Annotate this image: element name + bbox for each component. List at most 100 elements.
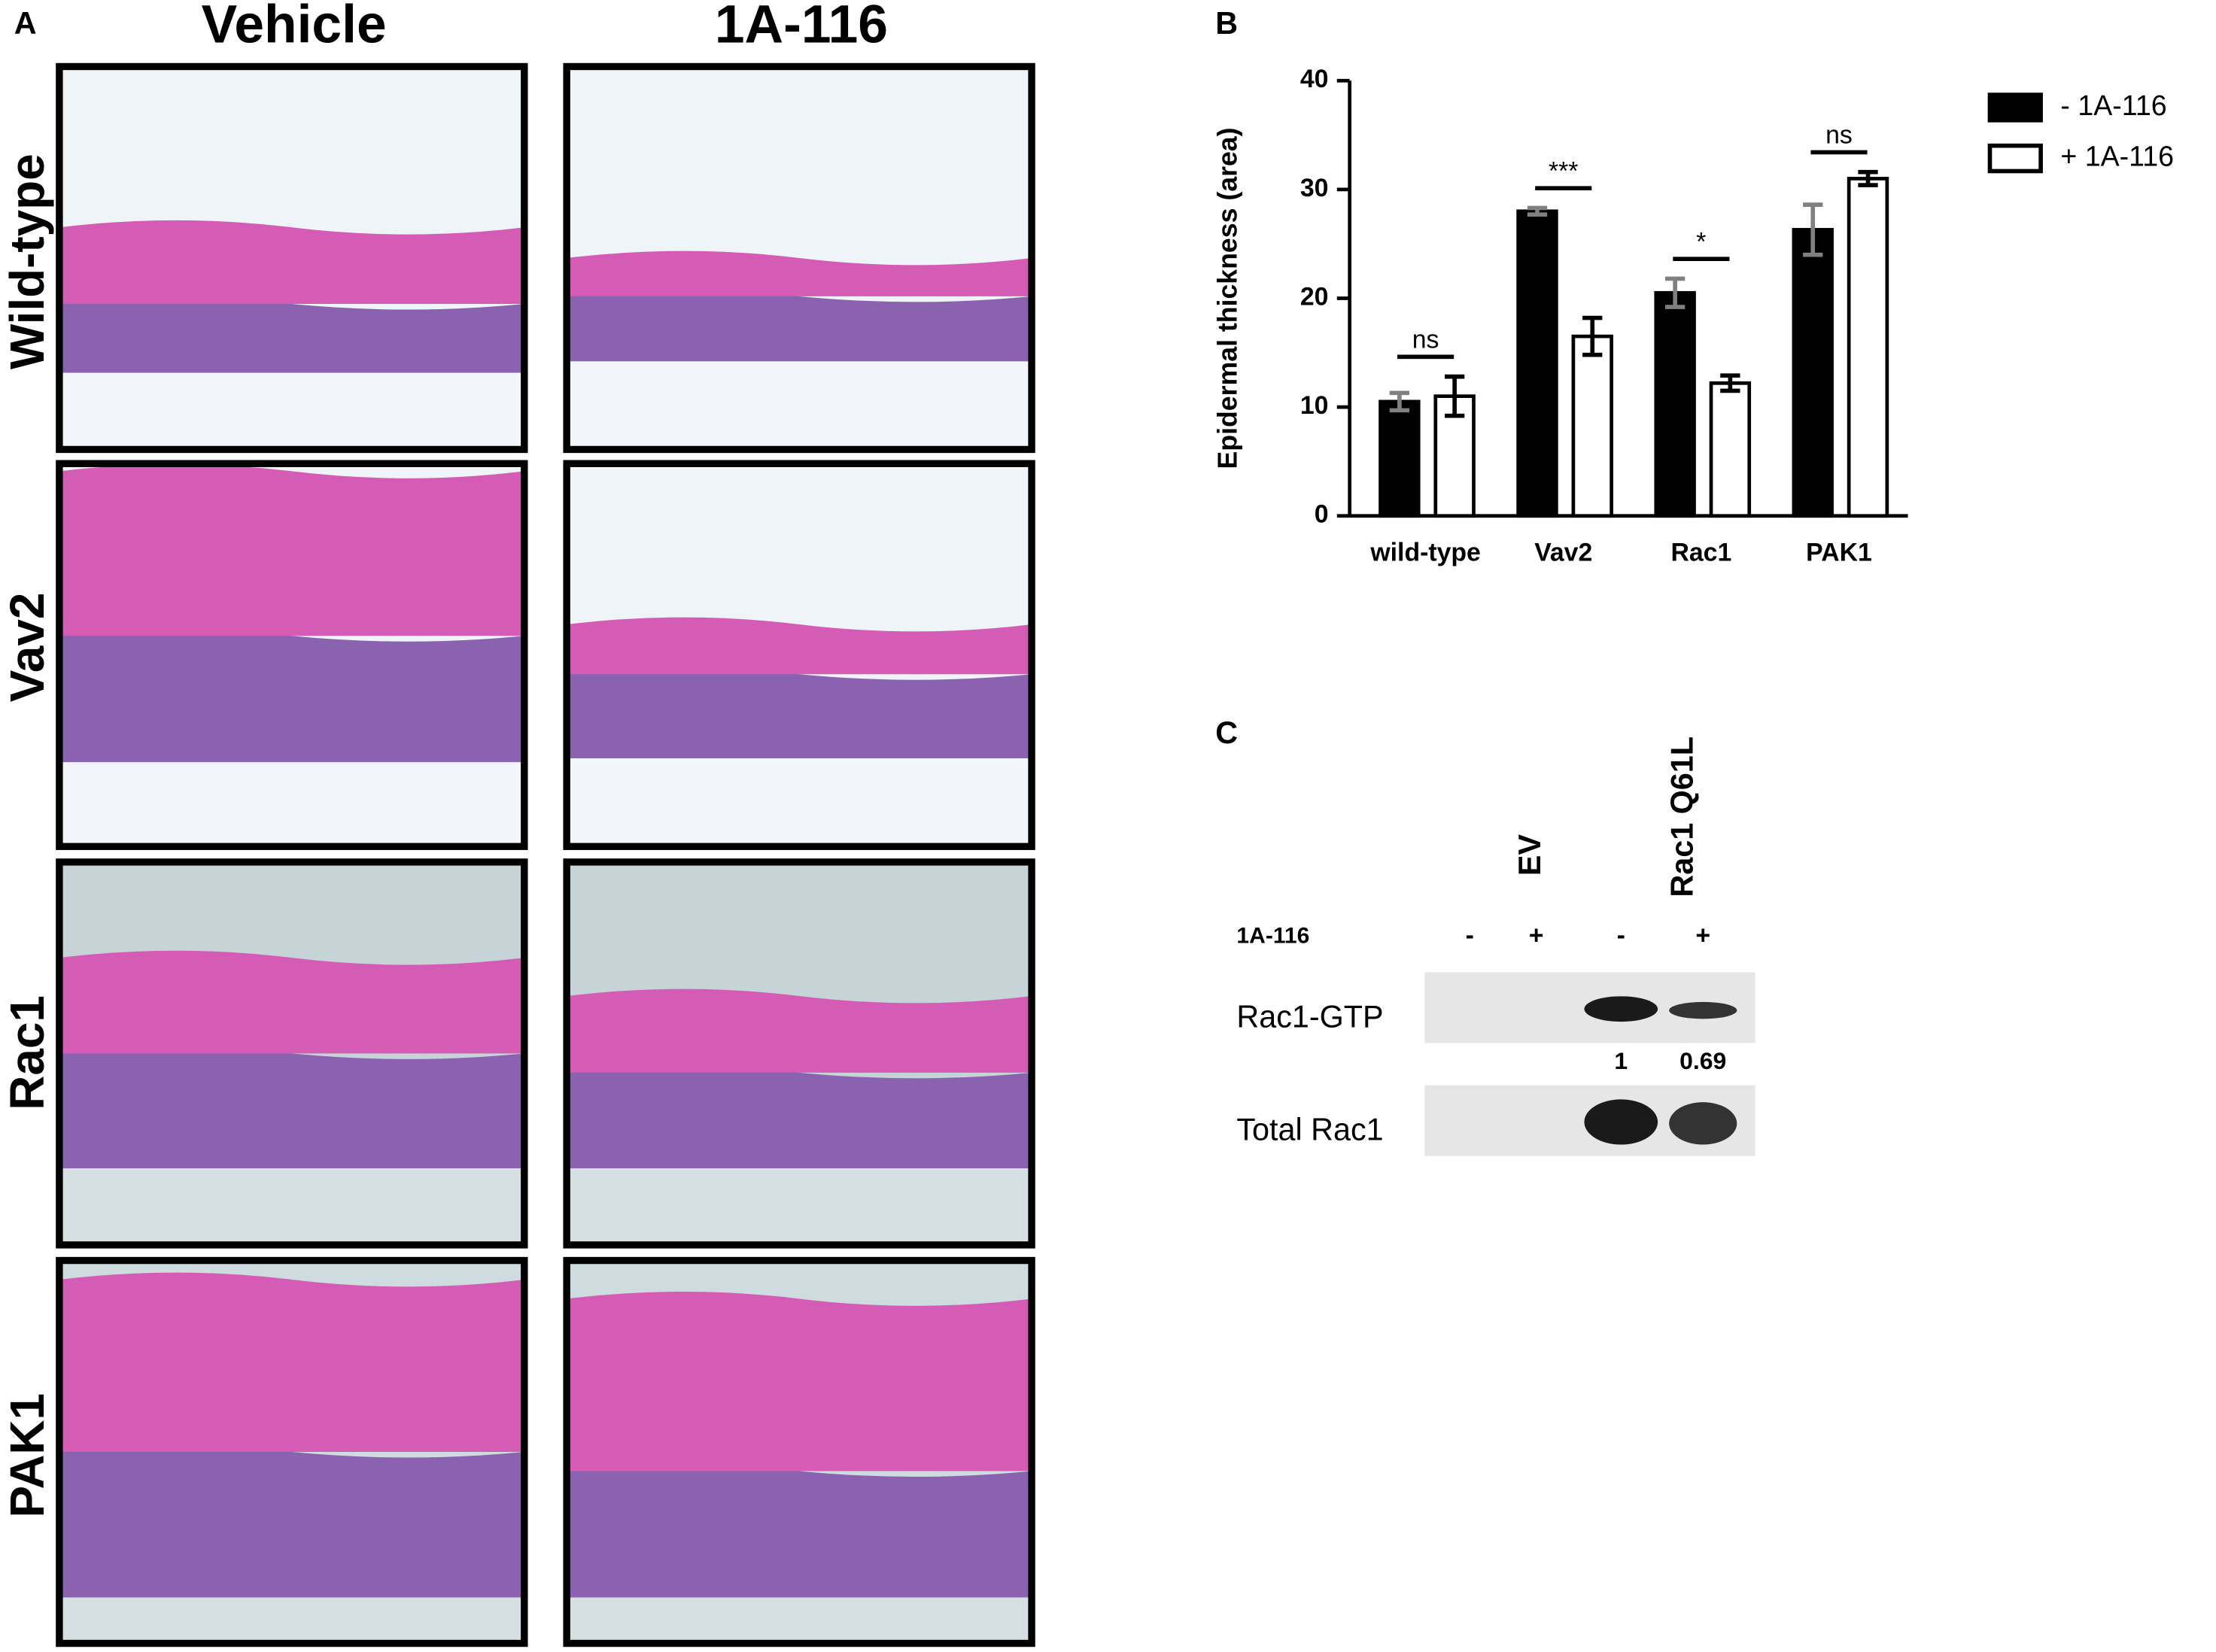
image-substrate xyxy=(567,1168,1032,1245)
bar xyxy=(1516,209,1558,518)
tissue-purple xyxy=(59,1446,524,1598)
image-frame xyxy=(56,1256,528,1647)
legend-label: - 1A-116 xyxy=(2060,90,2166,121)
image-frame xyxy=(56,460,528,850)
tissue-purple xyxy=(567,668,1032,759)
quantification: 1 xyxy=(1614,1047,1628,1074)
image-substrate xyxy=(567,361,1032,450)
histology-image xyxy=(563,1256,1035,1647)
y-tick-label: 20 xyxy=(1300,282,1329,311)
panel-label: B xyxy=(1215,6,1238,41)
error-bar xyxy=(1858,169,1878,187)
image-frame xyxy=(563,1256,1035,1647)
blot-image xyxy=(1424,972,1755,1043)
quantification: 0.69 xyxy=(1679,1047,1726,1074)
bar xyxy=(1654,290,1696,518)
bar xyxy=(1379,399,1421,518)
significance-label: * xyxy=(1696,227,1706,256)
tissue-pink xyxy=(59,220,524,305)
column-header: 1A-116 xyxy=(715,0,888,55)
bar xyxy=(1847,177,1889,518)
treatment-sign: + xyxy=(1695,921,1710,949)
error-bar xyxy=(1803,202,1823,257)
lane-label: Rac1 Q61L xyxy=(1665,736,1700,897)
tissue-purple xyxy=(567,1067,1032,1169)
significance-label: ns xyxy=(1825,121,1853,150)
tissue-pink xyxy=(567,988,1032,1073)
image-substrate xyxy=(59,762,524,847)
panel-label: C xyxy=(1215,715,1238,750)
treatment-sign: + xyxy=(1529,921,1544,949)
tissue-pink xyxy=(567,617,1032,675)
error-bar xyxy=(1664,276,1686,309)
tissue-purple xyxy=(567,1465,1032,1598)
row-label: Vav2 xyxy=(0,593,54,703)
tissue-pink xyxy=(59,464,524,636)
error-bar xyxy=(1720,373,1740,393)
blot-band xyxy=(1584,996,1658,1022)
error-bar xyxy=(1444,374,1465,418)
tissue-pink xyxy=(567,251,1032,296)
error-bar xyxy=(1389,390,1410,413)
y-tick-label: 10 xyxy=(1300,391,1329,420)
bar xyxy=(1709,381,1752,518)
treatment-label: 1A-116 xyxy=(1236,923,1309,948)
treatment-sign: - xyxy=(1466,921,1474,949)
column-header: Vehicle xyxy=(202,0,387,55)
histology-image xyxy=(56,1256,528,1647)
blot-band xyxy=(1584,1099,1658,1145)
tissue-pink xyxy=(567,1292,1032,1471)
y-tick-label: 0 xyxy=(1315,500,1329,529)
image-frame xyxy=(563,460,1035,850)
histology-image xyxy=(563,62,1035,454)
blot-image xyxy=(1424,1085,1755,1156)
image-frame xyxy=(56,858,528,1249)
panel-label: A xyxy=(14,6,37,41)
legend-swatch xyxy=(1987,93,2043,123)
blot-label: Total Rac1 xyxy=(1236,1113,1383,1147)
image-substrate xyxy=(59,372,524,450)
y-axis-label: Epidermal thickness (area) xyxy=(1212,127,1242,469)
error-bar xyxy=(1527,205,1548,217)
significance-label: *** xyxy=(1549,156,1578,185)
blot-label: Rac1-GTP xyxy=(1236,999,1383,1034)
row-label: PAK1 xyxy=(0,1393,54,1518)
bar xyxy=(1792,228,1834,518)
histology-image xyxy=(56,460,528,850)
y-tick-label: 30 xyxy=(1300,174,1329,202)
error-bar xyxy=(1582,315,1603,357)
lane-label: EV xyxy=(1512,834,1547,876)
blot-band xyxy=(1669,1001,1737,1019)
bar xyxy=(1571,334,1613,518)
legend-swatch xyxy=(1987,143,2043,174)
x-tick-label: wild-type xyxy=(1369,538,1480,566)
legend-label: + 1A-116 xyxy=(2060,140,2174,172)
tissue-purple xyxy=(567,290,1032,362)
histology-image xyxy=(56,62,528,454)
row-label: Wild-type xyxy=(0,153,54,369)
tissue-pink xyxy=(59,950,524,1054)
image-substrate xyxy=(567,758,1032,847)
x-tick-label: PAK1 xyxy=(1806,538,1872,566)
image-substrate xyxy=(59,1597,524,1644)
row-label: Rac1 xyxy=(0,995,54,1110)
histology-image xyxy=(56,858,528,1249)
image-substrate xyxy=(59,1168,524,1245)
tissue-pink xyxy=(59,1272,524,1453)
tissue-purple xyxy=(59,1047,524,1169)
image-substrate xyxy=(567,1597,1032,1644)
y-tick-label: 40 xyxy=(1300,65,1329,93)
blot-band xyxy=(1669,1102,1737,1145)
significance-label: ns xyxy=(1412,326,1439,354)
tissue-purple xyxy=(59,630,524,763)
tissue-purple xyxy=(59,298,524,373)
image-frame xyxy=(563,62,1035,454)
x-tick-label: Rac1 xyxy=(1670,538,1731,566)
image-frame xyxy=(56,62,528,454)
x-tick-label: Vav2 xyxy=(1534,538,1592,566)
image-frame xyxy=(563,858,1035,1249)
histology-image xyxy=(563,460,1035,850)
histology-image xyxy=(563,858,1035,1249)
